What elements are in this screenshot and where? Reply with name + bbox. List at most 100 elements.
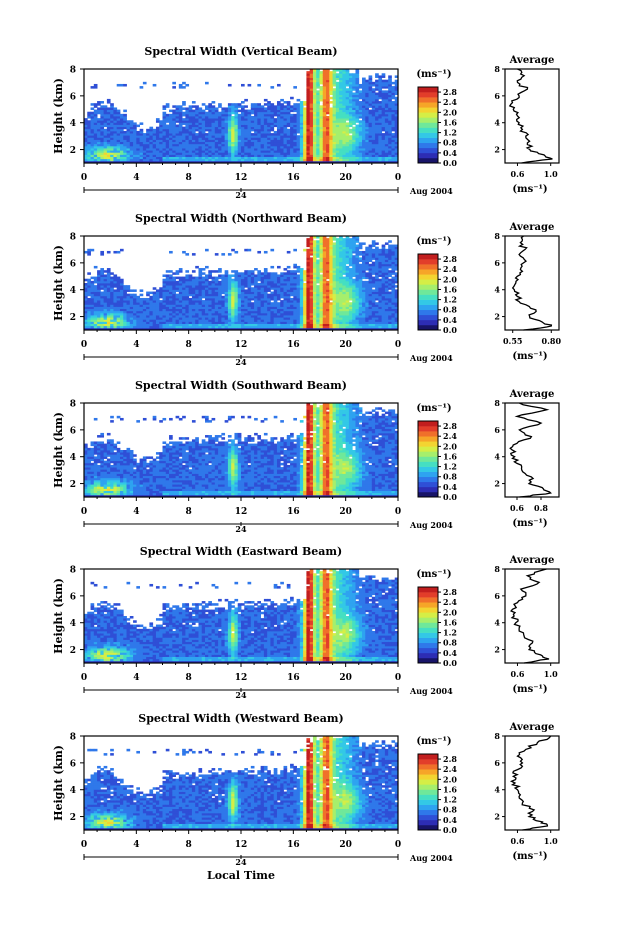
heatmap-cell xyxy=(185,154,190,157)
heatmap-cell xyxy=(139,150,144,153)
heatmap-cell xyxy=(93,135,98,138)
heatmap-cell xyxy=(218,120,222,123)
heatmap-cell xyxy=(211,101,216,104)
heatmap-cell xyxy=(110,272,114,275)
heatmap-cell xyxy=(283,105,288,108)
heatmap-cell xyxy=(231,111,235,115)
heatmap-cell xyxy=(133,156,137,160)
heatmap-cell xyxy=(227,158,232,162)
heatmap-cell xyxy=(227,107,232,110)
heatmap-cell xyxy=(106,137,111,140)
heatmap-cell xyxy=(191,145,196,149)
heatmap-cell xyxy=(126,145,131,149)
heatmap-cell xyxy=(247,109,252,113)
heatmap-cell xyxy=(119,160,124,164)
heatmap-cell xyxy=(231,274,235,277)
heatmap-cell xyxy=(185,158,190,162)
heatmap-cell xyxy=(188,135,193,138)
heatmap-cell xyxy=(126,120,131,123)
heatmap-cell xyxy=(129,141,134,145)
heatmap-cell xyxy=(87,158,91,162)
heatmap-cell xyxy=(384,90,389,93)
heatmap-cell xyxy=(100,111,105,115)
heatmap-cell xyxy=(110,116,114,119)
heatmap-cell xyxy=(123,118,127,121)
heatmap-cell xyxy=(123,150,127,153)
heatmap-cell xyxy=(227,109,232,113)
heatmap-cell xyxy=(205,265,209,269)
colorbar-swatch xyxy=(418,132,438,138)
heatmap-cell xyxy=(198,152,203,155)
heatmap-cell xyxy=(110,126,114,130)
heatmap-cell xyxy=(254,103,258,106)
heatmap-cell xyxy=(172,137,176,140)
heatmap-cell xyxy=(205,126,209,130)
x-tick-label: 8 xyxy=(186,173,192,183)
heatmap-cell xyxy=(129,148,134,151)
heatmap-cell xyxy=(110,150,114,153)
heatmap-cell xyxy=(90,276,95,280)
heatmap-cell xyxy=(175,118,180,121)
heatmap-cell xyxy=(103,124,108,128)
heatmap-cell xyxy=(263,107,268,110)
heatmap-cell xyxy=(218,158,222,162)
heatmap-cell xyxy=(205,113,209,117)
heatmap-cell xyxy=(90,103,95,106)
heatmap-cell xyxy=(149,160,154,164)
heatmap-cell xyxy=(195,120,199,123)
heatmap-cell xyxy=(214,253,219,256)
heatmap-cell xyxy=(224,120,229,123)
heatmap-cell xyxy=(100,128,105,132)
heatmap-cell xyxy=(234,150,239,153)
heatmap-cell xyxy=(188,145,193,149)
heatmap-cell xyxy=(185,83,190,87)
date-tick-label: 24 xyxy=(235,190,247,200)
heatmap-cell xyxy=(198,156,203,160)
heatmap-cell xyxy=(205,81,209,85)
heatmap-cell xyxy=(201,143,206,147)
heatmap-cell xyxy=(208,139,212,143)
heatmap-cell xyxy=(139,139,144,143)
heatmap-cell xyxy=(283,272,288,275)
heatmap-cell xyxy=(146,128,150,132)
heatmap-cell xyxy=(175,111,180,115)
heatmap-cell xyxy=(198,107,203,110)
heatmap-cell xyxy=(201,120,206,123)
heatmap-cell xyxy=(100,130,105,134)
heatmap-cell xyxy=(97,154,101,157)
heatmap-cell xyxy=(146,160,150,164)
heatmap-cell xyxy=(303,101,307,104)
heatmap-cell xyxy=(162,137,167,140)
heatmap-cell xyxy=(106,133,111,136)
heatmap-cell xyxy=(84,130,88,134)
heatmap-cell xyxy=(198,135,203,138)
heatmap-cell xyxy=(100,150,105,153)
heatmap-cell xyxy=(169,158,173,162)
heatmap-cell xyxy=(227,150,232,153)
heatmap-cell xyxy=(182,103,186,106)
heatmap-cell xyxy=(90,111,95,115)
heatmap-cell xyxy=(136,137,140,140)
heatmap-cell xyxy=(205,156,209,160)
heatmap-cell xyxy=(257,250,262,254)
heatmap-cell xyxy=(110,276,114,280)
heatmap-cell xyxy=(116,160,121,164)
heatmap-cell xyxy=(84,122,88,125)
heatmap-cell xyxy=(172,130,176,134)
heatmap-cell xyxy=(391,101,396,104)
heatmap-cell xyxy=(139,293,144,297)
heatmap-cell xyxy=(133,135,137,138)
heatmap-cell xyxy=(152,135,157,138)
heatmap-cell xyxy=(178,141,183,145)
heatmap-cell xyxy=(201,268,206,271)
heatmap-cell xyxy=(273,118,278,121)
heatmap-cell xyxy=(231,130,235,134)
heatmap-cell xyxy=(106,250,111,254)
heatmap-cell xyxy=(106,130,111,134)
heatmap-cell xyxy=(116,150,121,153)
heatmap-cell xyxy=(214,156,219,160)
heatmap-cell xyxy=(93,139,98,143)
heatmap-cell xyxy=(90,248,95,252)
heatmap-cell xyxy=(110,139,114,143)
heatmap-cell xyxy=(169,128,173,132)
